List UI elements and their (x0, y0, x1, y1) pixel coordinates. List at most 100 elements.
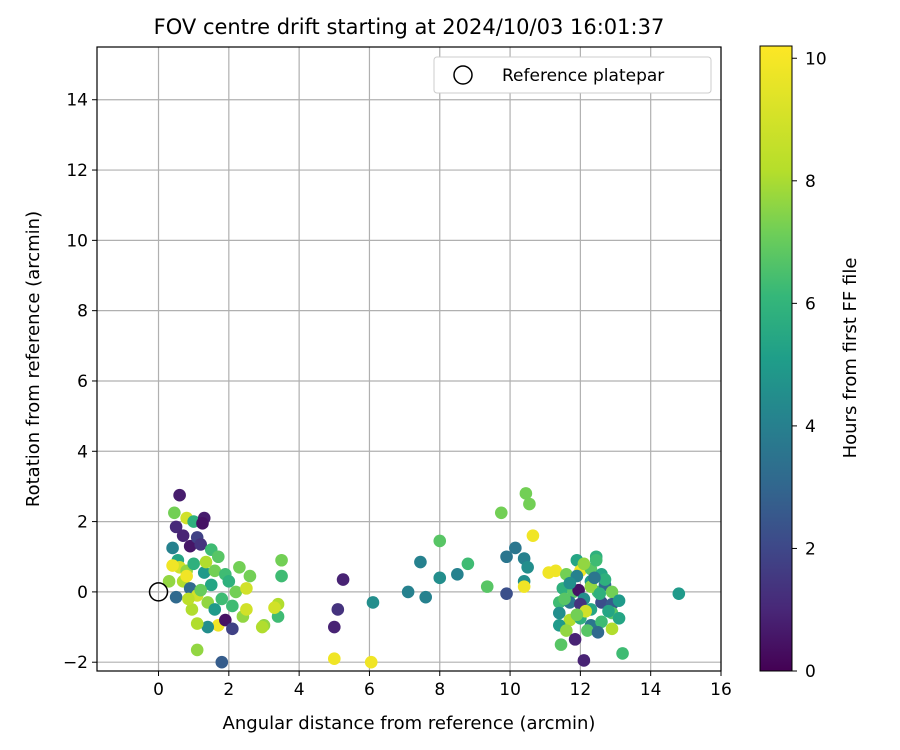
data-point (461, 557, 475, 571)
colorbar-tick-label: 2 (805, 539, 816, 559)
data-point (560, 624, 573, 637)
data-point (194, 538, 208, 551)
colorbar-ticks: 0 2 4 6 8 10 (792, 49, 827, 682)
data-point (168, 506, 181, 520)
data-point (268, 601, 281, 615)
data-point (197, 566, 211, 579)
data-point (433, 571, 447, 585)
data-point (519, 487, 533, 500)
data-points (162, 487, 686, 669)
data-point (672, 587, 686, 600)
data-point (215, 592, 229, 606)
data-point (554, 638, 568, 651)
y-tick-label: 14 (66, 91, 88, 111)
data-point (180, 569, 193, 583)
data-point (523, 497, 536, 511)
y-tick-label: 12 (66, 161, 88, 181)
x-tick-label: 4 (294, 680, 305, 700)
data-point (595, 615, 608, 629)
chart-title: FOV centre drift starting at 2024/10/03 … (154, 15, 665, 39)
data-point (605, 585, 619, 599)
legend-box (433, 56, 712, 94)
y-tick-label: 8 (77, 302, 88, 322)
x-tick-label: 6 (364, 680, 375, 700)
x-axis-ticks: 0 2 4 6 8 10 12 14 16 (153, 671, 732, 700)
data-point (222, 575, 236, 588)
plot-area (97, 47, 721, 671)
data-point (500, 587, 513, 600)
data-point (166, 559, 179, 572)
data-point (169, 590, 183, 604)
x-tick-label: 16 (710, 680, 732, 700)
data-point (183, 539, 197, 553)
colorbar-tick-label: 4 (805, 417, 816, 437)
data-point (219, 613, 232, 627)
data-point (433, 534, 447, 548)
data-point (598, 573, 612, 586)
data-point (451, 568, 464, 581)
data-point (169, 520, 183, 534)
data-point (196, 517, 209, 530)
data-point (275, 569, 288, 583)
x-axis-label: Angular distance from reference (arcmin) (223, 713, 596, 734)
data-point (526, 529, 540, 542)
data-point (331, 603, 345, 616)
data-point (581, 624, 594, 637)
data-point (185, 603, 199, 616)
legend-reference-marker-icon (453, 65, 473, 85)
data-point (577, 654, 591, 667)
x-tick-label: 12 (570, 680, 592, 700)
data-point (500, 550, 513, 564)
data-point (182, 592, 195, 606)
data-point (327, 652, 341, 665)
data-point (364, 655, 378, 669)
data-point (208, 603, 222, 616)
data-point (419, 590, 432, 604)
data-point (275, 553, 288, 567)
data-point (229, 585, 243, 599)
x-tick-label: 14 (640, 680, 662, 700)
y-axis-label: Rotation from reference (arcmin) (23, 211, 44, 507)
x-tick-label: 0 (153, 680, 164, 700)
data-point (173, 488, 186, 502)
data-point (201, 620, 215, 634)
data-point (612, 611, 626, 625)
data-point (616, 647, 629, 660)
data-point (327, 620, 341, 634)
reference-marker (148, 582, 169, 602)
data-point (593, 587, 607, 600)
data-point (176, 529, 190, 542)
data-point (521, 560, 534, 574)
data-point (199, 555, 213, 569)
data-point (563, 576, 577, 590)
data-point (558, 592, 571, 606)
colorbar-tick-label: 6 (805, 294, 816, 314)
y-tick-label: 2 (77, 513, 88, 533)
data-point (549, 564, 563, 578)
data-point (190, 617, 204, 630)
y-tick-label: 6 (77, 372, 88, 392)
data-point (166, 541, 179, 555)
x-tick-label: 8 (434, 680, 445, 700)
y-tick-label: 4 (77, 442, 88, 462)
colorbar-tick-label: 0 (805, 662, 816, 682)
data-point (589, 553, 603, 567)
data-point (517, 580, 531, 593)
data-point (480, 580, 494, 593)
reference-platepar-marker (148, 582, 169, 602)
data-point (243, 569, 257, 583)
data-point (509, 541, 522, 555)
data-point (211, 550, 225, 564)
legend-entry-reference: Reference platepar (502, 66, 664, 86)
y-axis-ticks: −2 0 2 4 6 8 10 12 14 (63, 91, 97, 673)
data-point (401, 585, 415, 599)
data-point (162, 575, 176, 588)
data-point (187, 557, 200, 571)
data-point (226, 622, 239, 636)
data-point (204, 578, 218, 592)
colorbar: 0 2 4 6 8 10 Hours from first FF file (759, 45, 861, 682)
data-point (215, 655, 229, 669)
data-point (190, 643, 204, 657)
colorbar-tick-label: 8 (805, 172, 816, 192)
